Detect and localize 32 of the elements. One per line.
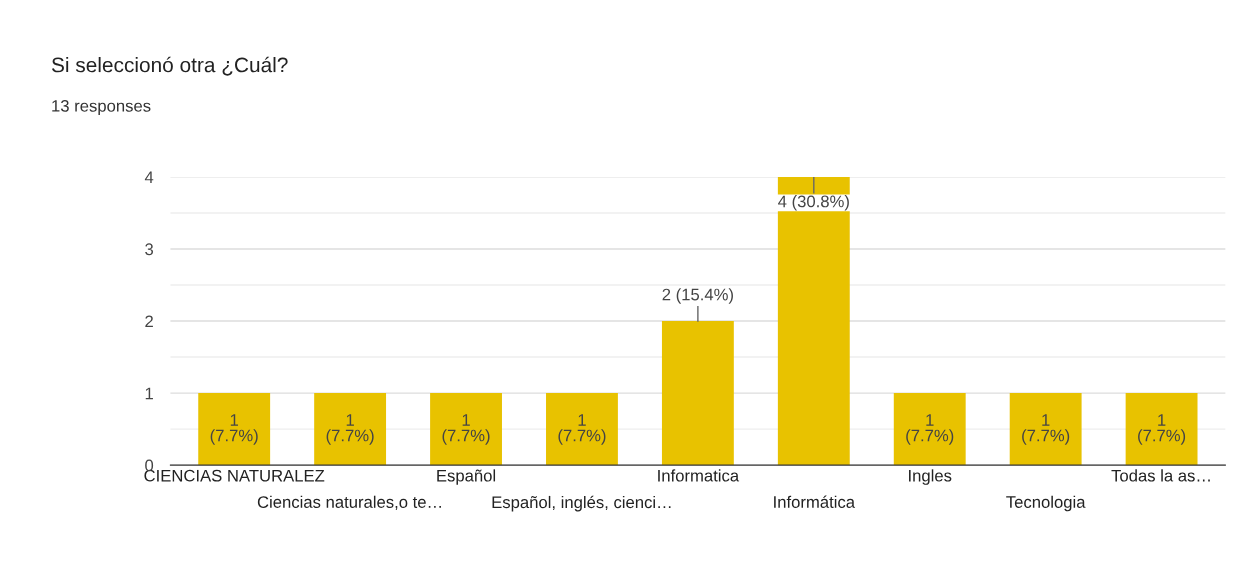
chart-subtitle: 13 responses [52,99,151,116]
bar [314,393,387,466]
data-label: 4 (30.8%) [778,195,849,211]
bar [777,176,850,466]
y-tick-label: 2 [145,315,153,328]
data-label: 1 (7.7%) [558,414,606,445]
data-label: 1 (7.7%) [1138,414,1186,445]
bar [546,393,618,466]
bar [198,393,271,466]
data-label: 1 (7.7%) [906,414,954,445]
x-tick-label: Todas la as… [1111,469,1210,482]
data-label: 1 (7.7%) [442,414,490,445]
y-tick-label: 3 [145,243,154,256]
x-tick-label: Informática [774,495,856,508]
data-label: 1 (7.7%) [326,414,374,445]
bar [893,393,966,466]
y-tick-label: 4 [144,171,154,183]
data-label: 2 (15.4%) [662,288,733,304]
chart-title: Si seleccionó otra ¿Cuál? [51,56,288,76]
x-tick-label: Ciencias naturales,o te… [257,495,441,510]
data-label: 1 (7.7%) [1022,414,1070,445]
x-tick-label: Español, inglés, cienci… [492,495,671,512]
bar [661,321,734,466]
data-label: 1 (7.7%) [210,414,258,445]
bar [430,393,502,466]
x-tick-label: Tecnologia [1006,495,1086,512]
x-tick-label: Informatica [658,469,740,482]
x-tick-label: Español [437,469,496,485]
x-tick-label: Ingles [909,469,952,485]
y-tick-label: 1 [145,387,153,400]
bar [1125,393,1198,466]
bar [1009,393,1082,466]
